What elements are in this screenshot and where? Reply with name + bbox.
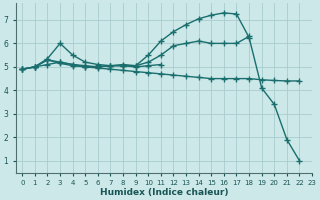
X-axis label: Humidex (Indice chaleur): Humidex (Indice chaleur) bbox=[100, 188, 228, 197]
